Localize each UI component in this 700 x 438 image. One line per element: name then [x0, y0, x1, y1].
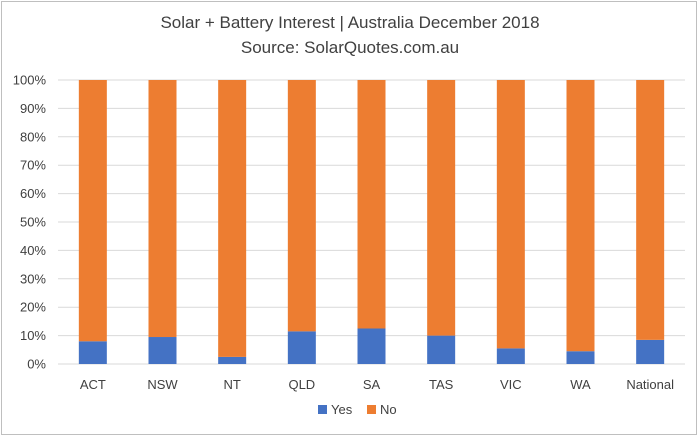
bar-yes-wa — [566, 351, 595, 364]
bar-no-nsw — [148, 80, 177, 338]
legend-label-yes: Yes — [331, 402, 353, 417]
x-tick-label: NSW — [147, 377, 178, 392]
y-tick-label: 70% — [20, 158, 46, 173]
bar-no-wa — [566, 80, 595, 352]
bar-no-sa — [357, 80, 386, 329]
y-tick-label: 30% — [20, 271, 46, 286]
chart-subtitle: Source: SolarQuotes.com.au — [240, 38, 460, 57]
y-tick-label: 0% — [27, 357, 46, 372]
legend-swatch-yes — [318, 405, 327, 414]
bar-yes-nsw — [148, 337, 177, 364]
bar-yes-tas — [427, 335, 456, 364]
y-tick-label: 90% — [20, 101, 46, 116]
y-tick-label: 10% — [20, 328, 46, 343]
bar-yes-vic — [496, 348, 525, 364]
x-tick-label: NT — [223, 377, 240, 392]
y-tick-label: 60% — [20, 186, 46, 201]
x-tick-label: WA — [570, 377, 591, 392]
chart-title: Solar + Battery Interest | Australia Dec… — [160, 13, 540, 32]
y-tick-label: 40% — [20, 243, 46, 258]
y-tick-label: 20% — [20, 300, 46, 315]
y-tick-label: 50% — [20, 215, 46, 230]
bar-yes-qld — [287, 331, 316, 364]
y-tick-label: 80% — [20, 129, 46, 144]
bar-no-national — [636, 80, 665, 340]
bar-yes-sa — [357, 328, 386, 364]
x-tick-label: National — [626, 377, 674, 392]
bar-no-act — [78, 80, 107, 342]
x-tick-label: TAS — [429, 377, 454, 392]
legend-label-no: No — [380, 402, 397, 417]
bar-no-nt — [218, 80, 247, 357]
bar-yes-nt — [218, 356, 247, 364]
x-tick-label: SA — [363, 377, 381, 392]
x-tick-label: QLD — [288, 377, 315, 392]
legend-swatch-no — [367, 405, 376, 414]
bar-yes-national — [636, 339, 665, 364]
y-tick-label: 100% — [13, 73, 47, 88]
x-tick-label: VIC — [500, 377, 522, 392]
bar-no-tas — [427, 80, 456, 336]
bar-no-qld — [287, 80, 316, 332]
bar-yes-act — [78, 341, 107, 364]
x-tick-label: ACT — [80, 377, 106, 392]
bar-no-vic — [496, 80, 525, 349]
